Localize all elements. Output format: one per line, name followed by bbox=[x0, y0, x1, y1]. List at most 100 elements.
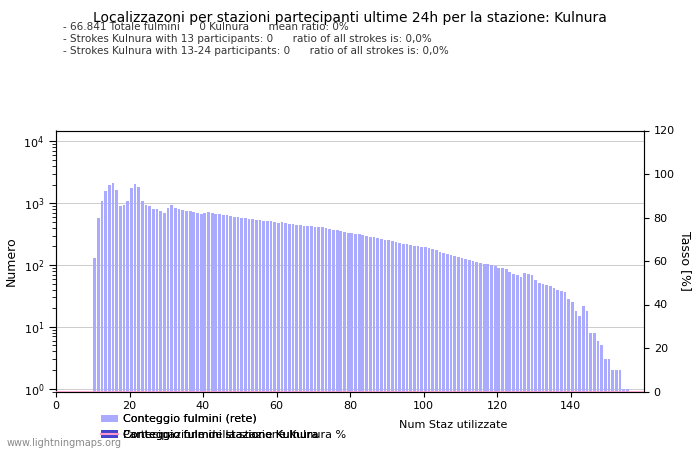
Bar bbox=[505, 270, 508, 450]
Bar bbox=[288, 224, 290, 450]
Bar bbox=[340, 231, 342, 450]
Bar bbox=[343, 232, 346, 450]
Bar bbox=[240, 218, 243, 450]
Bar bbox=[531, 275, 533, 450]
Bar bbox=[225, 215, 228, 450]
Bar bbox=[237, 217, 239, 450]
Bar bbox=[479, 263, 482, 450]
Bar bbox=[567, 299, 570, 450]
Bar bbox=[372, 238, 375, 450]
Bar bbox=[475, 262, 478, 450]
Bar bbox=[185, 211, 188, 450]
Bar bbox=[512, 274, 515, 450]
Bar bbox=[332, 230, 335, 450]
Bar bbox=[413, 246, 416, 450]
Bar bbox=[498, 268, 500, 450]
Bar bbox=[277, 223, 280, 450]
Bar bbox=[446, 254, 449, 450]
Bar bbox=[387, 240, 390, 450]
Bar bbox=[578, 316, 581, 450]
Bar bbox=[571, 302, 574, 450]
Bar bbox=[295, 225, 298, 450]
Bar bbox=[582, 306, 584, 450]
Bar bbox=[321, 228, 324, 450]
Bar bbox=[307, 226, 309, 450]
Y-axis label: Numero: Numero bbox=[5, 236, 18, 286]
Bar bbox=[564, 292, 566, 450]
Bar bbox=[601, 346, 603, 450]
Bar bbox=[556, 290, 559, 450]
Bar bbox=[163, 213, 166, 450]
Bar bbox=[490, 265, 493, 450]
Bar bbox=[328, 229, 331, 450]
Bar bbox=[174, 208, 177, 450]
Bar bbox=[270, 221, 272, 450]
Bar bbox=[611, 370, 614, 450]
Bar bbox=[376, 238, 379, 450]
Bar bbox=[464, 259, 467, 450]
Bar bbox=[483, 264, 486, 450]
Bar bbox=[346, 233, 349, 450]
Bar bbox=[204, 213, 206, 450]
Legend: Conteggio fulmini (rete), Conteggio fulmini stazione Kulnura: Conteggio fulmini (rete), Conteggio fulm… bbox=[97, 410, 323, 445]
Bar bbox=[160, 211, 162, 450]
Bar bbox=[141, 201, 144, 450]
Bar bbox=[416, 247, 419, 450]
Bar bbox=[439, 252, 442, 450]
Bar bbox=[292, 225, 295, 450]
Bar bbox=[608, 359, 610, 450]
Bar bbox=[178, 209, 181, 450]
Bar bbox=[229, 216, 232, 450]
Bar bbox=[145, 205, 148, 450]
Bar bbox=[593, 333, 596, 450]
Bar bbox=[137, 188, 140, 450]
Bar bbox=[122, 205, 125, 450]
Bar bbox=[542, 284, 545, 450]
Bar bbox=[358, 234, 360, 450]
Bar bbox=[152, 208, 155, 450]
Bar bbox=[472, 261, 475, 450]
Bar bbox=[431, 249, 434, 450]
Bar bbox=[310, 226, 313, 450]
Bar bbox=[461, 258, 463, 450]
Bar bbox=[622, 389, 625, 450]
Bar bbox=[155, 208, 158, 450]
Bar bbox=[130, 188, 133, 450]
Bar bbox=[523, 273, 526, 450]
Bar bbox=[519, 278, 522, 450]
Bar bbox=[468, 260, 471, 450]
Bar bbox=[207, 212, 210, 450]
Bar bbox=[314, 227, 316, 450]
Bar bbox=[299, 225, 302, 450]
Bar bbox=[575, 311, 577, 450]
Bar bbox=[508, 272, 511, 450]
Bar bbox=[516, 275, 519, 450]
Bar bbox=[101, 201, 104, 450]
Bar bbox=[116, 190, 118, 450]
Bar bbox=[365, 236, 368, 450]
Bar bbox=[351, 234, 354, 450]
Bar bbox=[317, 227, 320, 450]
Bar bbox=[454, 256, 456, 450]
Bar bbox=[420, 247, 423, 450]
Bar bbox=[449, 255, 452, 450]
Bar bbox=[325, 228, 328, 450]
Bar bbox=[435, 250, 438, 450]
Bar bbox=[560, 291, 563, 450]
Bar bbox=[486, 265, 489, 450]
Bar bbox=[405, 244, 408, 450]
Bar bbox=[596, 341, 599, 450]
Text: - 66.841 Totale fulmini      0 Kulnura      mean ratio: 0%
- Strokes Kulnura wit: - 66.841 Totale fulmini 0 Kulnura mean r… bbox=[63, 22, 449, 56]
Bar bbox=[369, 237, 372, 450]
Bar bbox=[398, 243, 401, 450]
Bar bbox=[104, 191, 107, 450]
Bar bbox=[170, 206, 173, 450]
Bar bbox=[134, 184, 136, 450]
Bar bbox=[626, 389, 629, 450]
Bar bbox=[361, 234, 364, 450]
Bar bbox=[395, 242, 398, 450]
Bar bbox=[457, 257, 460, 450]
Bar bbox=[199, 214, 202, 450]
Bar bbox=[424, 247, 427, 450]
Bar bbox=[410, 245, 412, 450]
